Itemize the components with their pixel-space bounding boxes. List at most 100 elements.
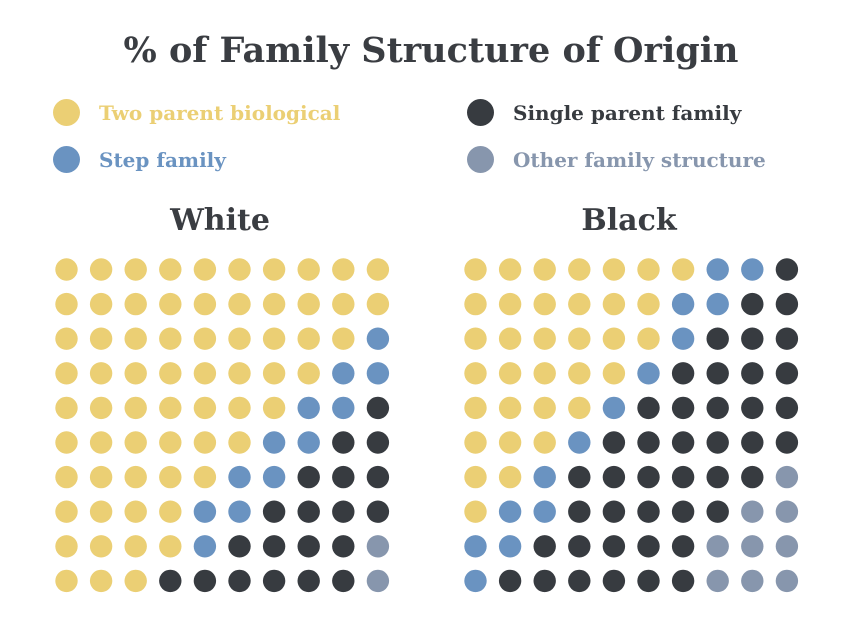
dot-black-two-parent-biological (533, 258, 556, 281)
dot-black-two-parent-biological (498, 292, 522, 316)
dot-white-single-parent-family (159, 569, 182, 593)
dot-black-single-parent-family (671, 569, 695, 593)
dot-black-two-parent-biological (533, 362, 556, 385)
dot-white-single-parent-family (262, 535, 286, 558)
dot-white-two-parent-biological (124, 292, 147, 316)
dot-white-two-parent-biological (159, 327, 182, 350)
dot-black-step-family (568, 431, 591, 454)
dot-white-two-parent-biological (159, 535, 182, 558)
dot-white-step-family (332, 396, 355, 420)
dot-black-other-family-structure (775, 500, 799, 523)
dot-black-single-parent-family (568, 535, 591, 558)
dot-white-other-family-structure (366, 569, 390, 593)
dot-black-single-parent-family (741, 396, 764, 420)
panel-title-white: White (170, 203, 270, 238)
dot-black-single-parent-family (568, 500, 591, 523)
dot-black-two-parent-biological (464, 362, 487, 385)
dot-black-other-family-structure (741, 500, 764, 523)
dot-black-single-parent-family (533, 569, 556, 593)
dot-black-two-parent-biological (498, 465, 522, 489)
dot-black-single-parent-family (706, 431, 729, 454)
dot-black-two-parent-biological (568, 258, 591, 281)
dot-white-step-family (228, 465, 251, 489)
dot-black-step-family (464, 535, 487, 558)
dot-black-two-parent-biological (602, 327, 626, 350)
dot-black-two-parent-biological (533, 431, 556, 454)
dot-white-two-parent-biological (55, 535, 78, 558)
dot-white-two-parent-biological (89, 500, 113, 523)
dot-black-single-parent-family (533, 535, 556, 558)
legend-dot-step-family (53, 146, 80, 173)
dot-white-two-parent-biological (228, 327, 251, 350)
dot-white-two-parent-biological (366, 292, 390, 316)
dot-white-two-parent-biological (262, 396, 286, 420)
dot-white-two-parent-biological (159, 396, 182, 420)
dot-black-step-family (671, 327, 695, 350)
dot-white-two-parent-biological (55, 500, 78, 523)
dot-white-step-family (262, 465, 286, 489)
dot-black-two-parent-biological (671, 258, 695, 281)
dot-white-single-parent-family (228, 535, 251, 558)
dot-white-two-parent-biological (228, 362, 251, 385)
dot-white-two-parent-biological (89, 431, 113, 454)
dot-white-two-parent-biological (124, 500, 147, 523)
dot-white-two-parent-biological (159, 465, 182, 489)
legend-label-single-parent-family: Single parent family (513, 101, 742, 125)
dot-white-two-parent-biological (55, 431, 78, 454)
dot-black-single-parent-family (637, 500, 660, 523)
dot-black-single-parent-family (775, 396, 799, 420)
dot-white-single-parent-family (366, 500, 390, 523)
dot-black-two-parent-biological (568, 327, 591, 350)
dot-black-step-family (706, 292, 729, 316)
dot-white-two-parent-biological (89, 535, 113, 558)
dot-white-two-parent-biological (159, 292, 182, 316)
dot-white-single-parent-family (297, 500, 320, 523)
dot-white-two-parent-biological (262, 292, 286, 316)
dot-black-single-parent-family (637, 431, 660, 454)
dot-black-single-parent-family (741, 465, 764, 489)
dot-black-two-parent-biological (533, 292, 556, 316)
waffle-white (55, 258, 390, 593)
dot-black-single-parent-family (741, 362, 764, 385)
dot-white-two-parent-biological (89, 465, 113, 489)
dot-black-single-parent-family (671, 465, 695, 489)
dot-black-two-parent-biological (568, 396, 591, 420)
dot-black-step-family (706, 258, 729, 281)
dot-black-two-parent-biological (637, 258, 660, 281)
dot-white-single-parent-family (193, 569, 217, 593)
dot-black-step-family (637, 362, 660, 385)
dot-white-step-family (366, 327, 390, 350)
dot-white-step-family (262, 431, 286, 454)
dot-white-step-family (297, 396, 320, 420)
dot-white-step-family (193, 535, 217, 558)
dot-black-single-parent-family (671, 396, 695, 420)
dot-black-two-parent-biological (637, 292, 660, 316)
dot-black-single-parent-family (671, 535, 695, 558)
dot-black-two-parent-biological (602, 362, 626, 385)
dot-white-two-parent-biological (366, 258, 390, 281)
dot-black-single-parent-family (602, 500, 626, 523)
dot-black-two-parent-biological (498, 258, 522, 281)
dot-white-single-parent-family (297, 569, 320, 593)
dot-white-two-parent-biological (193, 327, 217, 350)
dot-white-single-parent-family (332, 500, 355, 523)
dot-white-single-parent-family (228, 569, 251, 593)
dot-white-two-parent-biological (89, 258, 113, 281)
dot-white-single-parent-family (366, 431, 390, 454)
dot-white-step-family (228, 500, 251, 523)
dot-white-two-parent-biological (124, 327, 147, 350)
dot-black-two-parent-biological (464, 292, 487, 316)
dot-black-single-parent-family (568, 569, 591, 593)
dot-white-single-parent-family (332, 431, 355, 454)
dot-black-single-parent-family (671, 500, 695, 523)
dot-white-two-parent-biological (124, 465, 147, 489)
dot-white-two-parent-biological (159, 431, 182, 454)
dot-white-two-parent-biological (332, 327, 355, 350)
waffle-black (464, 258, 799, 593)
dot-white-two-parent-biological (124, 396, 147, 420)
dot-white-single-parent-family (332, 569, 355, 593)
dot-white-two-parent-biological (159, 362, 182, 385)
dot-white-step-family (332, 362, 355, 385)
dot-white-single-parent-family (366, 465, 390, 489)
